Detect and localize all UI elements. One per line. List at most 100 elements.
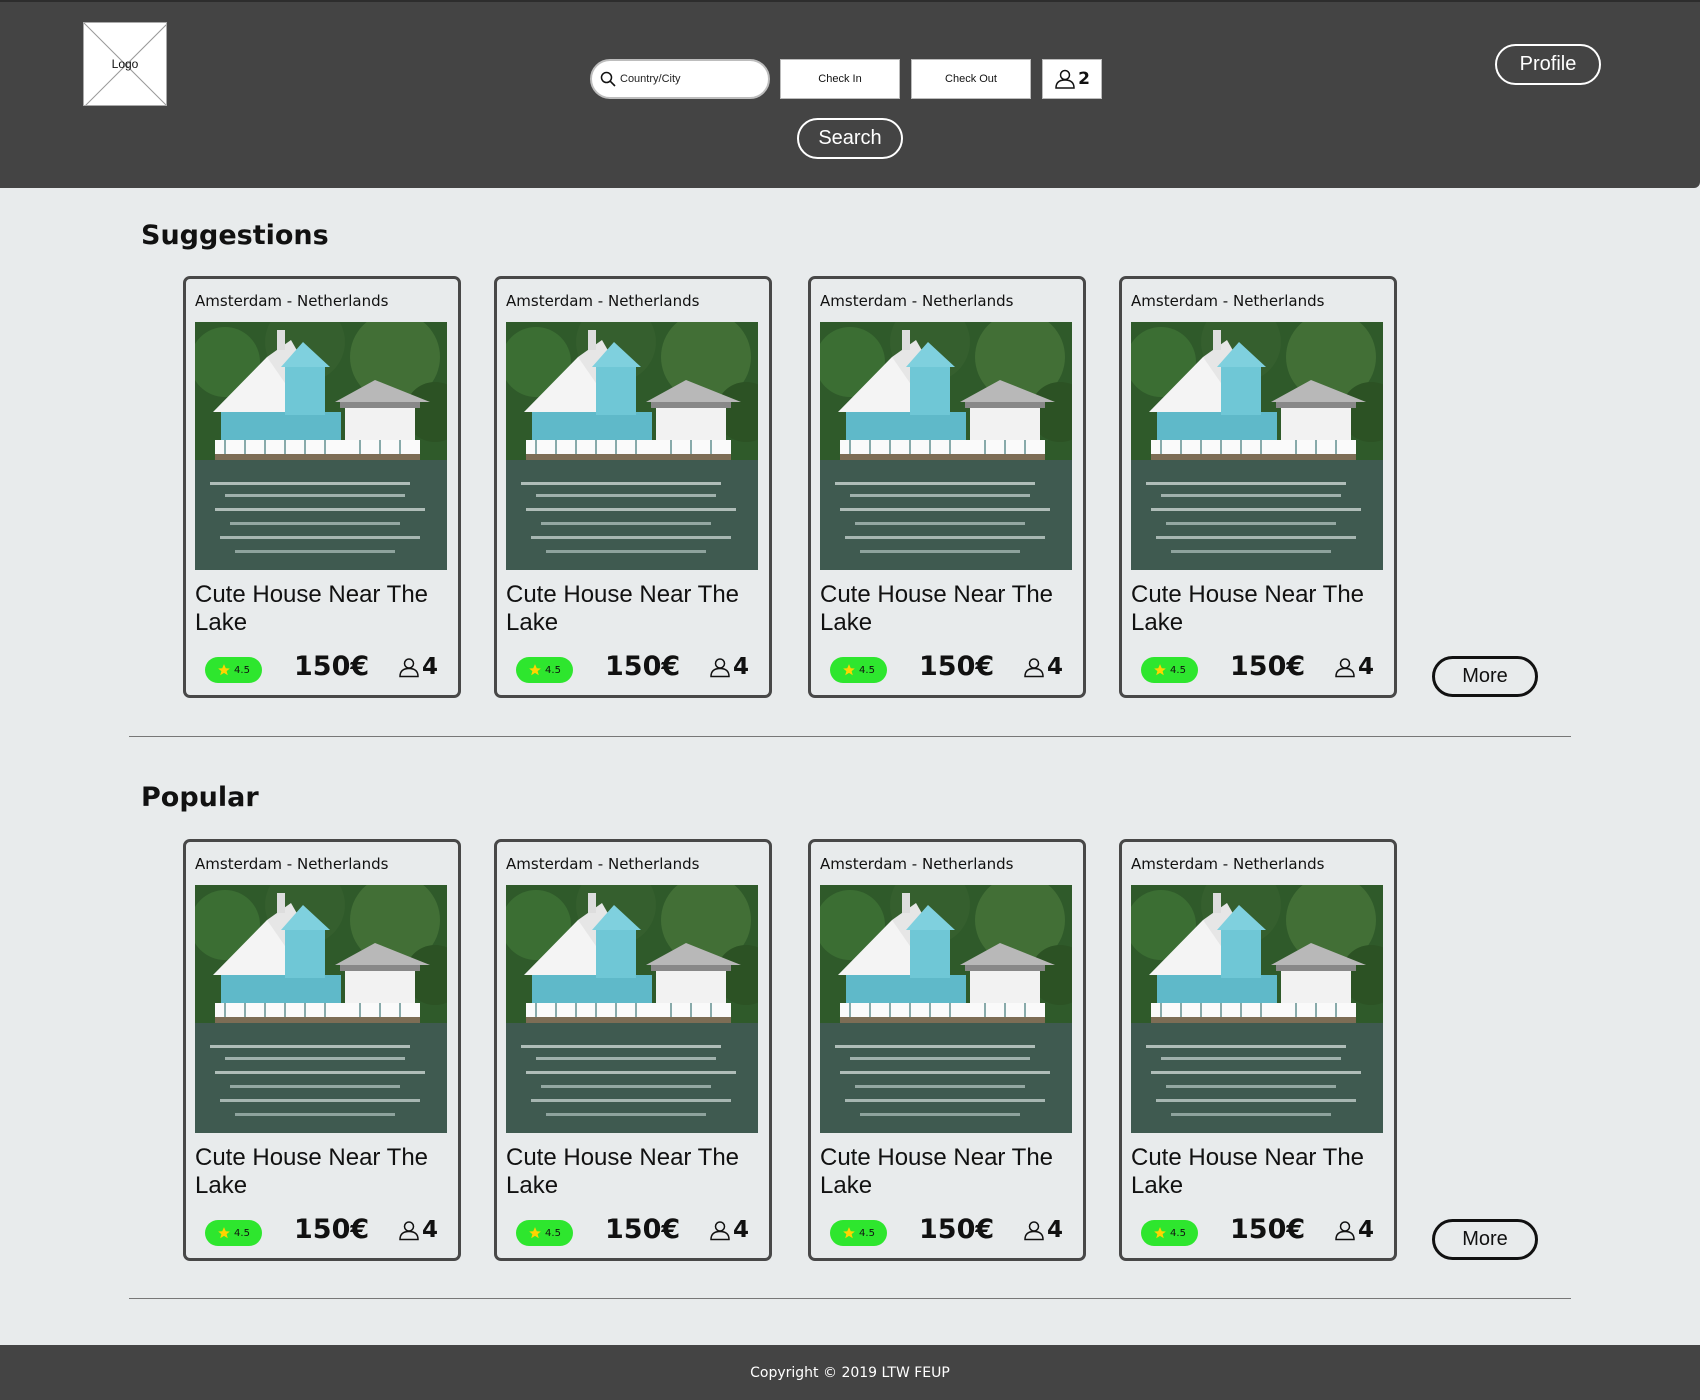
listing-location: Amsterdam - Netherlands [820,292,1014,310]
listing-card[interactable]: Amsterdam - Netherlands [183,276,461,698]
listing-price: 150€ [1230,651,1306,682]
person-icon [399,1220,419,1240]
check-out-button[interactable]: Check Out [911,59,1031,99]
listing-location: Amsterdam - Netherlands [1131,855,1325,873]
listing-photo[interactable] [195,885,447,1133]
capacity-value: 4 [733,654,750,680]
listing-photo[interactable] [1131,885,1383,1133]
footer: Copyright © 2019 LTW FEUP [0,1345,1700,1400]
top-header: Logo Check In Check Out 2 Search Profile [0,0,1700,188]
listing-title[interactable]: Cute House Near The Lake [1131,581,1365,636]
listing-photo[interactable] [506,322,758,570]
rating-badge: 4.5 [1141,1220,1198,1246]
rating-value: 4.5 [545,664,561,676]
listing-location: Amsterdam - Netherlands [195,292,389,310]
listing-title[interactable]: Cute House Near The Lake [820,1144,1054,1199]
capacity-value: 4 [1358,654,1375,680]
star-icon [843,1227,855,1239]
star-icon [1154,1227,1166,1239]
listing-price: 150€ [1230,1214,1306,1245]
house-photo-image [506,885,758,1133]
rating-badge: 4.5 [830,657,887,683]
section-title-suggestions: Suggestions [141,220,329,251]
listing-price: 150€ [605,1214,681,1245]
logo-placeholder-icon [84,23,166,105]
listing-capacity: 4 [709,1217,749,1243]
listing-capacity: 4 [1334,654,1374,680]
house-photo-image [195,322,447,570]
listing-capacity: 4 [709,654,749,680]
listing-photo[interactable] [195,322,447,570]
listing-photo[interactable] [506,885,758,1133]
listing-capacity: 4 [398,654,438,680]
listing-card[interactable]: Amsterdam - Netherlands [183,839,461,1261]
listing-photo[interactable] [820,322,1072,570]
search-button[interactable]: Search [797,118,903,159]
house-photo-image [1131,322,1383,570]
listing-title[interactable]: Cute House Near The Lake [195,581,429,636]
suggestions-more-button[interactable]: More [1432,656,1538,697]
listing-title[interactable]: Cute House Near The Lake [820,581,1054,636]
star-icon [218,664,230,676]
section-divider [129,736,1571,737]
star-icon [1154,664,1166,676]
listing-location: Amsterdam - Netherlands [195,855,389,873]
guests-selector[interactable]: 2 [1042,59,1102,99]
listing-capacity: 4 [1334,1217,1374,1243]
logo[interactable]: Logo [83,22,167,106]
star-icon [218,1227,230,1239]
house-photo-image [820,322,1072,570]
rating-value: 4.5 [1170,1227,1186,1239]
listing-price: 150€ [294,1214,370,1245]
listing-card[interactable]: Amsterdam - Netherlands [1119,276,1397,698]
rating-badge: 4.5 [830,1220,887,1246]
star-icon [529,664,541,676]
destination-input[interactable] [620,73,760,85]
person-icon [1024,657,1044,677]
listing-card[interactable]: Amsterdam - Netherlands [808,276,1086,698]
capacity-value: 4 [733,1217,750,1243]
rating-value: 4.5 [234,664,250,676]
check-in-button[interactable]: Check In [780,59,900,99]
listing-title[interactable]: Cute House Near The Lake [506,581,740,636]
person-icon [710,657,730,677]
house-photo-image [506,322,758,570]
section-title-popular: Popular [141,782,259,813]
listing-price: 150€ [919,651,995,682]
house-photo-image [1131,885,1383,1133]
star-icon [529,1227,541,1239]
copyright-text: Copyright © 2019 LTW FEUP [750,1364,950,1381]
house-photo-image [195,885,447,1133]
section-divider [129,1298,1571,1299]
listing-capacity: 4 [1023,1217,1063,1243]
listing-price: 150€ [294,651,370,682]
listing-title[interactable]: Cute House Near The Lake [1131,1144,1365,1199]
rating-badge: 4.5 [205,657,262,683]
listing-location: Amsterdam - Netherlands [506,855,700,873]
rating-value: 4.5 [234,1227,250,1239]
person-icon [710,1220,730,1240]
listing-price: 150€ [605,651,681,682]
listing-title[interactable]: Cute House Near The Lake [506,1144,740,1199]
person-icon [1055,69,1075,89]
listing-title[interactable]: Cute House Near The Lake [195,1144,429,1199]
search-icon [600,71,616,87]
rating-badge: 4.5 [516,657,573,683]
listing-card[interactable]: Amsterdam - Netherlands [808,839,1086,1261]
destination-search-field[interactable] [590,59,770,99]
listing-card[interactable]: Amsterdam - Netherlands [1119,839,1397,1261]
popular-more-button[interactable]: More [1432,1219,1538,1260]
house-photo-image [820,885,1072,1133]
capacity-value: 4 [1358,1217,1375,1243]
rating-badge: 4.5 [1141,657,1198,683]
listing-card[interactable]: Amsterdam - Netherlands [494,276,772,698]
capacity-value: 4 [422,1217,439,1243]
profile-button[interactable]: Profile [1495,44,1601,85]
listing-photo[interactable] [820,885,1072,1133]
capacity-value: 4 [1047,1217,1064,1243]
capacity-value: 4 [1047,654,1064,680]
listing-photo[interactable] [1131,322,1383,570]
rating-badge: 4.5 [516,1220,573,1246]
listing-price: 150€ [919,1214,995,1245]
listing-card[interactable]: Amsterdam - Netherlands [494,839,772,1261]
